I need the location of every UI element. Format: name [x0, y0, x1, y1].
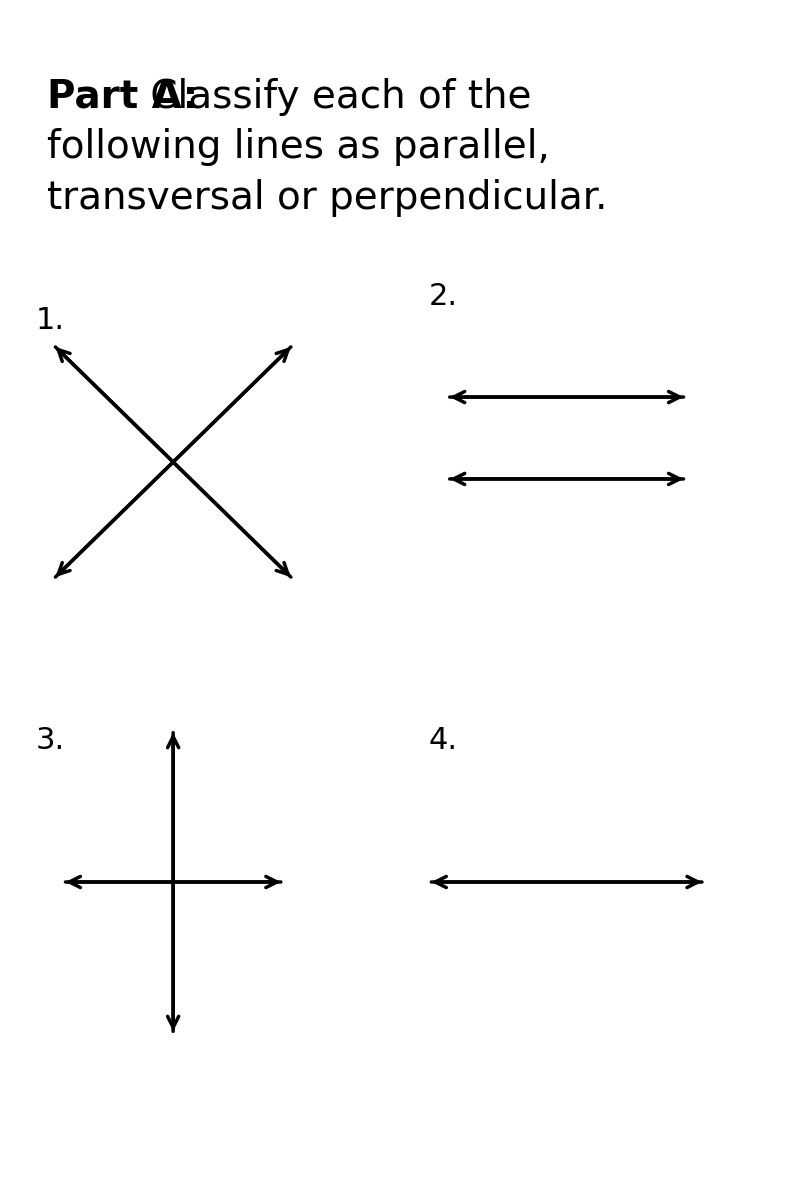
Text: 4.: 4. [429, 726, 458, 755]
Text: Part A:: Part A: [47, 78, 198, 116]
Text: 2.: 2. [429, 282, 458, 311]
Text: Classify each of the: Classify each of the [138, 78, 531, 116]
Text: 1.: 1. [35, 306, 65, 335]
Text: transversal or perpendicular.: transversal or perpendicular. [47, 179, 608, 217]
Text: following lines as parallel,: following lines as parallel, [47, 128, 550, 167]
Text: 3.: 3. [35, 726, 65, 755]
